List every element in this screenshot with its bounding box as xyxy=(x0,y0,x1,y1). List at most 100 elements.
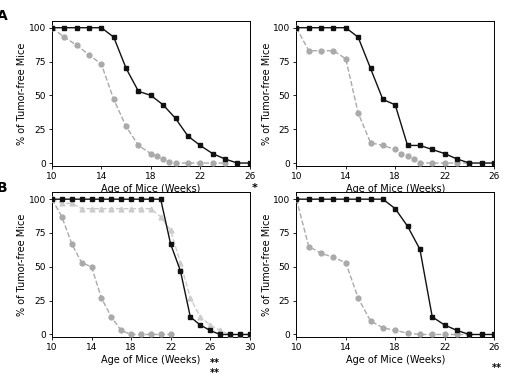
Legend: Control, SAHA (250 mg/kg): Control, SAHA (250 mg/kg) xyxy=(53,216,219,226)
SAHA (250 mg/kg) xyxy=(49,26,55,30)
CDDO-EA (400 mg/kg) xyxy=(367,66,373,70)
CDDO-Me (50 mg/kg) xyxy=(59,201,65,205)
Text: *: * xyxy=(252,183,257,193)
Text: **: ** xyxy=(210,358,220,368)
Control xyxy=(318,48,324,53)
Control xyxy=(197,161,203,165)
CDDO-EA (400 mg/kg) + SAHA (250 mg/kg) xyxy=(380,197,386,202)
SAHA (250 mg/kg) xyxy=(197,143,203,148)
CDDO-EA (400 mg/kg) + SAHA (250 mg/kg) xyxy=(355,197,361,202)
CDDO-Me (50 mg/kg) xyxy=(118,207,124,211)
CDDO-Me (50 mg/kg) xyxy=(187,296,193,300)
CDDO-EA (400 mg/kg) xyxy=(429,147,435,152)
Control xyxy=(392,328,398,333)
Line: SAHA (250 mg/kg): SAHA (250 mg/kg) xyxy=(49,25,252,165)
Control xyxy=(343,56,349,61)
Control xyxy=(74,43,80,48)
SAHA (250 mg/kg) xyxy=(234,161,240,165)
SAHA (250 mg/kg) xyxy=(61,26,68,30)
Control xyxy=(49,197,55,202)
Control xyxy=(210,161,216,165)
Control xyxy=(441,332,448,337)
Control xyxy=(61,35,68,40)
SAHA (250 mg/kg) xyxy=(86,26,92,30)
Control xyxy=(411,157,417,161)
CDDO-EA (400 mg/kg) + SAHA (250 mg/kg) xyxy=(441,323,448,327)
Text: B: B xyxy=(0,181,7,195)
Control xyxy=(128,332,134,337)
Control xyxy=(405,331,411,335)
CDDO-EA (400 mg/kg) + SAHA (250 mg/kg) xyxy=(454,328,460,333)
CDDO-EA (400 mg/kg) + SAHA (250 mg/kg) xyxy=(417,247,423,251)
SAHA (250 mg/kg) xyxy=(185,134,191,138)
CDDO-Me (50 mg/kg) + SAHA (250 mg/kg) xyxy=(148,197,154,202)
Control xyxy=(380,325,386,330)
Control xyxy=(173,161,179,165)
Y-axis label: % of Tumor-free Mice: % of Tumor-free Mice xyxy=(262,42,271,144)
CDDO-Me (50 mg/kg) xyxy=(138,207,144,211)
Control xyxy=(429,161,435,165)
Control xyxy=(123,124,129,129)
Line: CDDO-EA (400 mg/kg) + SAHA (250 mg/kg): CDDO-EA (400 mg/kg) + SAHA (250 mg/kg) xyxy=(294,197,497,337)
Control xyxy=(118,328,124,333)
Y-axis label: % of Tumor-free Mice: % of Tumor-free Mice xyxy=(17,42,27,144)
Control xyxy=(222,161,228,165)
Control xyxy=(355,110,361,115)
Control xyxy=(454,161,460,165)
CDDO-Me (50 mg/kg) xyxy=(237,332,243,337)
CDDO-EA (400 mg/kg) + SAHA (250 mg/kg) xyxy=(491,332,497,337)
CDDO-Me (50 mg/kg) xyxy=(128,207,134,211)
CDDO-EA (400 mg/kg) xyxy=(318,26,324,30)
Control xyxy=(330,48,336,53)
Control xyxy=(405,154,411,158)
Control xyxy=(306,48,312,53)
Control xyxy=(318,251,324,256)
CDDO-Me (50 mg/kg) xyxy=(49,197,55,202)
CDDO-Me (50 mg/kg) + SAHA (250 mg/kg) xyxy=(177,269,184,273)
Text: A: A xyxy=(0,10,7,23)
X-axis label: Age of Mice (Weeks): Age of Mice (Weeks) xyxy=(345,184,445,194)
CDDO-Me (50 mg/kg) + SAHA (250 mg/kg) xyxy=(217,332,223,337)
CDDO-EA (400 mg/kg) xyxy=(380,97,386,102)
CDDO-EA (400 mg/kg) + SAHA (250 mg/kg) xyxy=(306,197,312,202)
CDDO-EA (400 mg/kg) xyxy=(491,161,497,165)
Line: Control: Control xyxy=(49,197,173,337)
Control xyxy=(466,332,473,337)
CDDO-Me (50 mg/kg) xyxy=(79,207,85,211)
Control xyxy=(98,296,105,300)
Control xyxy=(138,332,144,337)
SAHA (250 mg/kg) xyxy=(222,157,228,161)
CDDO-Me (50 mg/kg) xyxy=(246,332,253,337)
CDDO-EA (400 mg/kg) xyxy=(478,161,485,165)
CDDO-EA (400 mg/kg) + SAHA (250 mg/kg) xyxy=(293,197,300,202)
X-axis label: Age of Mice (Weeks): Age of Mice (Weeks) xyxy=(101,184,201,194)
X-axis label: Age of Mice (Weeks): Age of Mice (Weeks) xyxy=(345,355,445,365)
CDDO-Me (50 mg/kg) + SAHA (250 mg/kg) xyxy=(197,323,203,327)
CDDO-Me (50 mg/kg) + SAHA (250 mg/kg) xyxy=(79,197,85,202)
CDDO-Me (50 mg/kg) xyxy=(197,315,203,319)
CDDO-EA (400 mg/kg) + SAHA (250 mg/kg) xyxy=(343,197,349,202)
CDDO-Me (50 mg/kg) xyxy=(177,261,184,265)
SAHA (250 mg/kg) xyxy=(160,102,166,107)
Control xyxy=(429,332,435,337)
SAHA (250 mg/kg) xyxy=(148,93,154,98)
CDDO-EA (400 mg/kg) + SAHA (250 mg/kg) xyxy=(367,197,373,202)
Control xyxy=(86,53,92,57)
Line: CDDO-Me (50 mg/kg) + SAHA (250 mg/kg): CDDO-Me (50 mg/kg) + SAHA (250 mg/kg) xyxy=(49,197,252,337)
CDDO-Me (50 mg/kg) + SAHA (250 mg/kg) xyxy=(246,332,253,337)
CDDO-Me (50 mg/kg) + SAHA (250 mg/kg) xyxy=(108,197,114,202)
CDDO-EA (400 mg/kg) xyxy=(343,26,349,30)
Control xyxy=(330,255,336,259)
Control xyxy=(111,97,117,102)
Control xyxy=(167,332,174,337)
SAHA (250 mg/kg) xyxy=(123,66,129,70)
CDDO-Me (50 mg/kg) + SAHA (250 mg/kg) xyxy=(237,332,243,337)
CDDO-Me (50 mg/kg) xyxy=(88,207,95,211)
CDDO-EA (400 mg/kg) xyxy=(330,26,336,30)
Control xyxy=(343,261,349,265)
CDDO-EA (400 mg/kg) xyxy=(454,157,460,161)
Control xyxy=(306,244,312,249)
CDDO-EA (400 mg/kg) xyxy=(355,35,361,40)
CDDO-Me (50 mg/kg) + SAHA (250 mg/kg) xyxy=(128,197,134,202)
CDDO-EA (400 mg/kg) + SAHA (250 mg/kg) xyxy=(330,197,336,202)
